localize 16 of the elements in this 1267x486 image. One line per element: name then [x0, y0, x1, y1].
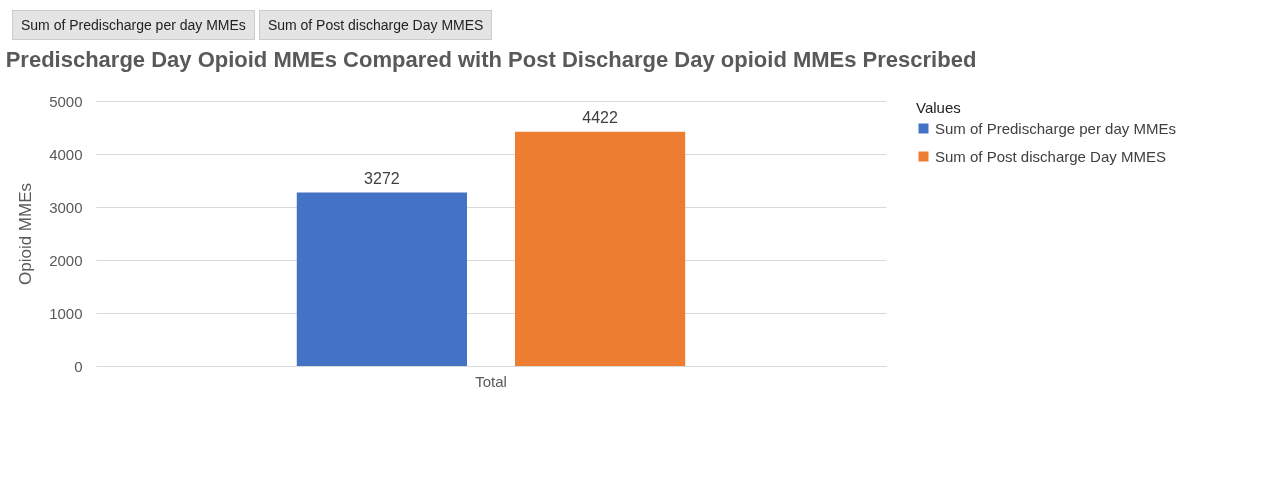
y-tick-label: 5000 [49, 92, 83, 110]
chart-title: Predischarge Day Opioid MMEs Compared with Post Discharge Day opioid MMEs Prescribed [5, 47, 977, 72]
legend-label: Sum of Post discharge Day MMES [935, 147, 1166, 165]
text: Sum of Predischarge per day MMEs [12, 10, 255, 40]
y-tick-label: 0 [74, 357, 83, 375]
text: Sum of Post discharge Day MMES [258, 10, 493, 40]
y-tick-label: 1000 [49, 304, 83, 322]
y-tick-label: 4000 [49, 145, 83, 163]
legend-title: Values [916, 99, 961, 116]
data-label: 4422 [582, 108, 619, 126]
y-axis-title: Opioid MMEs [16, 182, 36, 286]
data-label: 3272 [364, 169, 400, 187]
legend-label: Sum of Predischarge per day MMEs [935, 119, 1176, 137]
y-tick-label: 3000 [49, 198, 83, 216]
y-tick-label: 2000 [49, 251, 83, 269]
x-tick-label: Total [475, 372, 507, 390]
